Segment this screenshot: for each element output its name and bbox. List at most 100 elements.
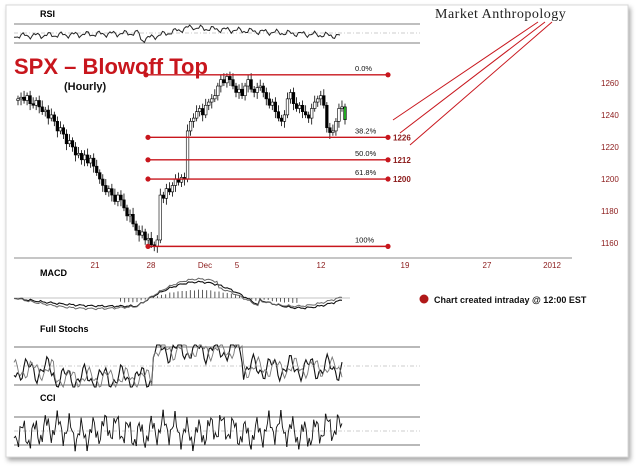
candle — [185, 124, 190, 183]
candle-body — [128, 214, 132, 217]
candle — [343, 103, 347, 125]
candle-body — [170, 185, 175, 193]
candle-body — [52, 114, 56, 122]
date-tick-label: 12 — [317, 261, 326, 270]
fib-percent-label: 50.0% — [355, 149, 377, 158]
stochastic-d-line — [13, 344, 343, 389]
candle — [201, 103, 205, 122]
candle — [325, 102, 329, 133]
rsi-panel: RSI — [13, 9, 420, 44]
candle — [198, 105, 202, 117]
candle — [119, 190, 123, 207]
candle — [307, 111, 311, 123]
candle — [25, 92, 29, 106]
candle — [16, 95, 20, 106]
candle-body — [34, 100, 38, 106]
candle — [89, 154, 93, 168]
candle-body — [249, 79, 253, 90]
candle — [34, 97, 38, 111]
price-tick-label: 1180 — [601, 207, 619, 216]
candle-body — [101, 178, 105, 186]
candle-body — [58, 127, 62, 132]
candle — [328, 122, 332, 139]
candle — [337, 103, 341, 128]
candle — [282, 110, 287, 128]
candle — [92, 153, 96, 173]
candle — [113, 188, 117, 205]
candle-body — [216, 85, 220, 96]
candle-body — [276, 111, 280, 119]
candle-body — [252, 88, 256, 93]
candle-body — [67, 140, 72, 145]
fib-percent-label: 0.0% — [355, 64, 372, 73]
candle-body — [16, 98, 20, 101]
candle-body — [307, 114, 311, 119]
candle — [276, 105, 280, 122]
candle-body — [273, 101, 277, 112]
candle — [304, 105, 308, 119]
candle — [261, 82, 265, 98]
candle — [76, 146, 81, 159]
candle — [43, 106, 47, 117]
candle-body — [201, 108, 205, 116]
candle — [192, 113, 196, 128]
date-axis: 21 28 Dec 5 12 19 27 2012 — [91, 261, 562, 270]
candle-body — [207, 101, 211, 106]
candle — [116, 191, 120, 207]
fib-line-start-dot — [143, 72, 149, 78]
candle — [210, 94, 214, 109]
candle — [158, 188, 162, 244]
macd-signal-line — [13, 277, 343, 311]
candle — [128, 209, 132, 223]
candle-body — [234, 85, 238, 93]
candle — [249, 73, 253, 93]
candle — [122, 193, 126, 212]
candle-body — [95, 165, 99, 173]
candle — [252, 86, 256, 98]
candle-body — [304, 111, 308, 116]
candle-body — [179, 177, 184, 183]
candle — [61, 124, 66, 139]
candle-body — [246, 79, 250, 87]
fib-line-start-dot — [145, 243, 151, 249]
chart-card — [5, 4, 629, 458]
fib-percent-label: 61.8% — [355, 168, 377, 177]
candle-body — [198, 108, 202, 112]
candle-body — [55, 121, 59, 132]
cci-line — [13, 409, 343, 452]
candle-body — [125, 207, 129, 217]
candle — [179, 174, 184, 188]
cci-label: CCI — [40, 393, 56, 403]
candle — [188, 118, 193, 136]
candle — [137, 225, 141, 242]
candle — [264, 87, 268, 106]
candle-body — [143, 231, 147, 241]
candle — [267, 92, 271, 109]
candle — [58, 121, 62, 135]
fib-percent-label: 38.2% — [355, 126, 377, 135]
candle-body — [107, 188, 111, 193]
candle-body — [255, 87, 259, 93]
candle — [67, 134, 72, 147]
candle-body — [131, 214, 135, 225]
fib-line-start-dot — [145, 134, 151, 140]
candle — [279, 114, 284, 127]
candles — [16, 71, 347, 253]
candle-body — [313, 101, 317, 109]
candle-body — [49, 114, 53, 119]
candle-body — [116, 194, 120, 202]
candle — [164, 183, 168, 205]
candle — [98, 169, 102, 184]
candle-body — [155, 239, 159, 247]
candle-body — [301, 104, 305, 112]
candle — [161, 191, 165, 204]
candle-body — [110, 188, 114, 196]
candle — [52, 111, 56, 127]
candle-body — [61, 127, 66, 135]
price-panel: 0.0% 38.2% 1226 50.0% 1212 61.8% 1200 100% 1160… — [14, 64, 619, 270]
candle-body — [340, 106, 344, 109]
candle-body — [210, 98, 214, 103]
candle-body — [225, 76, 229, 84]
candle-body — [122, 199, 126, 209]
